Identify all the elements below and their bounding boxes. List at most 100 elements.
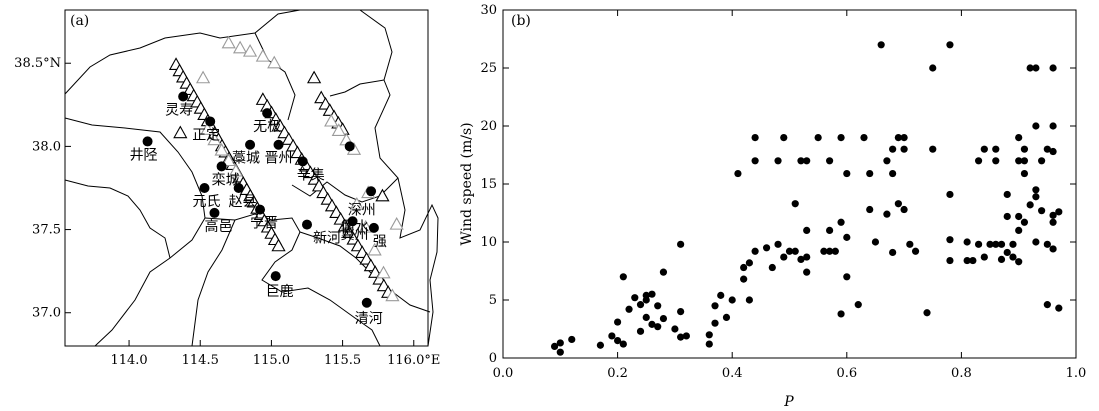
scatter-point — [677, 308, 685, 316]
scatter-point — [1038, 207, 1046, 215]
scatter-point — [556, 339, 564, 347]
scatter-point — [1049, 245, 1057, 253]
map-lon-tick-label: 115.5 — [324, 353, 361, 368]
scatter-point — [671, 325, 679, 333]
scatter-point — [906, 240, 914, 248]
city-station-dot — [233, 182, 244, 193]
scatter-point — [946, 41, 954, 49]
triangle-station-icon — [221, 35, 236, 49]
scatter-point — [826, 226, 834, 234]
scatter-point — [659, 268, 668, 276]
triangle-station-icon — [207, 132, 222, 146]
scatter-point — [1026, 201, 1034, 209]
scatter-point — [843, 169, 851, 178]
scatter-point — [911, 247, 920, 255]
scatter-point — [791, 200, 799, 208]
scatter-point — [722, 313, 731, 321]
triangle-station-icon — [358, 219, 373, 233]
triangle-station-icon — [349, 196, 364, 210]
map-lat-tick-label: 38.5°N — [14, 56, 61, 71]
scatter-point — [774, 240, 782, 248]
scatter-point — [1026, 64, 1034, 72]
scatter-point — [803, 226, 811, 234]
scatter-point — [648, 320, 656, 328]
scatter-point — [1003, 190, 1011, 199]
city-station-dot — [366, 186, 377, 197]
map-lon-ticks: 114.0 114.5 115.0 115.5 116.0°E — [110, 340, 440, 368]
map-lat-tick-label: 38.0 — [32, 139, 61, 154]
scatter-point — [625, 305, 633, 313]
scatter-point — [1038, 157, 1046, 165]
scatter-point — [1043, 240, 1051, 248]
scatter-point — [900, 134, 908, 142]
city-label: 赵县 — [229, 194, 257, 210]
city-label: 冀州 — [341, 227, 369, 243]
city-station-dot — [347, 216, 358, 227]
map-lat-tick-label: 37.5 — [32, 223, 61, 238]
scatter-point — [1003, 212, 1011, 221]
triangle-station-icon — [307, 70, 322, 84]
scatter-point — [659, 314, 668, 323]
scatter-point — [636, 301, 645, 309]
scatter-point — [1032, 193, 1040, 201]
scatter-point — [762, 244, 771, 252]
map-frame — [64, 9, 429, 347]
y-tick-label: 0 — [489, 351, 497, 366]
scatter-point — [837, 218, 845, 226]
scatter-point — [1015, 134, 1023, 142]
scatter-point — [946, 190, 954, 199]
scatter-point — [677, 333, 685, 341]
triangle-station-icon — [200, 122, 215, 135]
scatter-point — [1020, 218, 1029, 226]
city-label: 深州 — [348, 202, 376, 218]
scatter-point — [608, 332, 616, 340]
scatter-point — [803, 157, 811, 165]
scatter-point — [1020, 169, 1029, 178]
scatter-point — [768, 263, 776, 272]
triangle-station-icon — [385, 288, 400, 302]
y-axis-label: Wind speed (m/s) — [459, 122, 475, 245]
scatter-point — [682, 332, 690, 340]
scatter-point — [1049, 122, 1057, 130]
triangle-stations — [168, 35, 404, 302]
scatter-point — [992, 240, 1000, 248]
scatter-point — [631, 294, 639, 302]
scatter-point — [648, 290, 656, 298]
scatter-y-ticks: 0 5 10 15 20 25 30 — [480, 3, 1076, 366]
scatter-point — [1043, 145, 1051, 153]
city-label: 藁城 — [232, 151, 260, 167]
scatter-point — [1049, 218, 1057, 226]
y-tick-label: 20 — [480, 119, 497, 134]
scatter-point — [837, 310, 845, 318]
scatter-point — [831, 247, 839, 255]
scatter-point — [1043, 301, 1051, 309]
scatter-point — [889, 248, 897, 257]
scatter-point — [992, 145, 1000, 153]
triangle-station-icon — [232, 40, 248, 54]
triangle-station-icon — [242, 43, 258, 57]
scatter-point — [550, 342, 559, 350]
scatter-point — [677, 240, 685, 248]
triangle-station-icon — [255, 48, 270, 62]
triangle-station-icon — [367, 242, 382, 256]
triangle-station-icon — [195, 70, 211, 84]
city-label: 无极 — [253, 119, 281, 135]
scatter-point — [1032, 238, 1040, 246]
city-label: 灵寿 — [165, 101, 193, 118]
city-label: 宁晋 — [250, 215, 278, 232]
scatter-point — [785, 247, 794, 255]
city-station-dot — [245, 139, 256, 150]
city-station-dot — [270, 271, 281, 282]
triangle-station-icon — [267, 55, 282, 69]
scatter-point — [619, 273, 627, 281]
city-label: 衡水 — [341, 219, 369, 235]
city-station-dot — [273, 139, 284, 150]
scatter-point — [929, 145, 937, 153]
y-tick-label: 5 — [489, 293, 497, 308]
scatter-point — [556, 348, 564, 356]
scatter-points — [550, 41, 1063, 356]
city-station-dot — [368, 222, 379, 233]
x-tick-label: 0.4 — [722, 366, 743, 381]
panel-a-label: (a) — [70, 13, 89, 29]
scatter-point — [1003, 248, 1011, 257]
